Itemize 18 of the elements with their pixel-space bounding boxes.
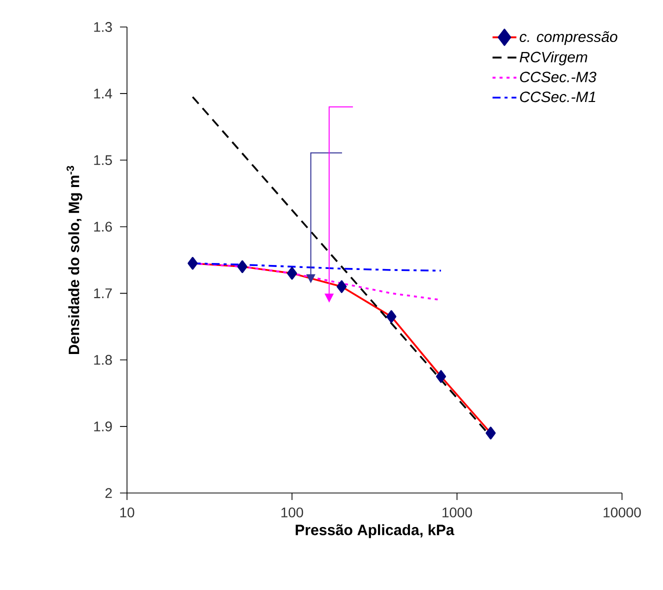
y-tick-label: 1.8 [94, 354, 112, 365]
legend-label: c. compressão [520, 31, 618, 46]
x-tick-label: 100 [281, 508, 304, 518]
y-tick-label: 1.5 [94, 155, 112, 166]
x-tick-label: 10000 [604, 508, 641, 518]
legend-label: RCVirgem [520, 51, 588, 66]
y-tick-label: 1.9 [94, 421, 112, 432]
y-tick-label: 1.3 [94, 22, 112, 32]
y-tick-label: 1.7 [94, 288, 112, 298]
legend-label: CCSec.-M1 [520, 92, 596, 102]
x-tick-label: 10 [120, 508, 134, 518]
y-tick-label: 1.4 [94, 88, 112, 98]
y-axis-title: Densidade do solo, Mg m$^{-3}$ [66, 166, 82, 354]
y-tick-label: 1.6 [94, 222, 112, 232]
y-tick-label: 2 [105, 488, 112, 498]
x-tick-label: 1000 [442, 508, 472, 518]
legend-label: CCSec.-M3 [520, 72, 596, 82]
x-axis-title: Pressão Aplicada, kPa [296, 524, 454, 538]
